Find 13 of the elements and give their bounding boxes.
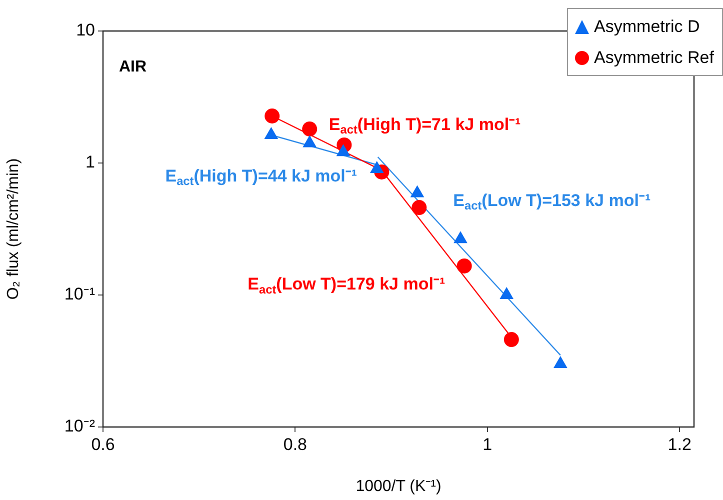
annotation: AIR <box>119 58 147 76</box>
y-tick-label: 1 <box>86 152 95 172</box>
legend-label: Asymmetric D <box>594 16 700 36</box>
y-tick-label: 10⁻² <box>64 416 96 436</box>
x-tick-label: 0.8 <box>283 434 308 454</box>
x-tick-label: 1.2 <box>668 434 692 454</box>
legend-label: Asymmetric Ref <box>594 48 714 68</box>
x-axis-title: 1000/T (K⁻¹) <box>356 478 442 495</box>
y-tick-label: 10⁻¹ <box>64 284 96 304</box>
y-tick-label: 10 <box>76 20 95 40</box>
y-axis-title: O₂ flux (ml/cm²/min) <box>5 158 22 300</box>
x-tick-label: 1 <box>482 434 492 454</box>
x-tick-label: 0.6 <box>91 434 115 454</box>
